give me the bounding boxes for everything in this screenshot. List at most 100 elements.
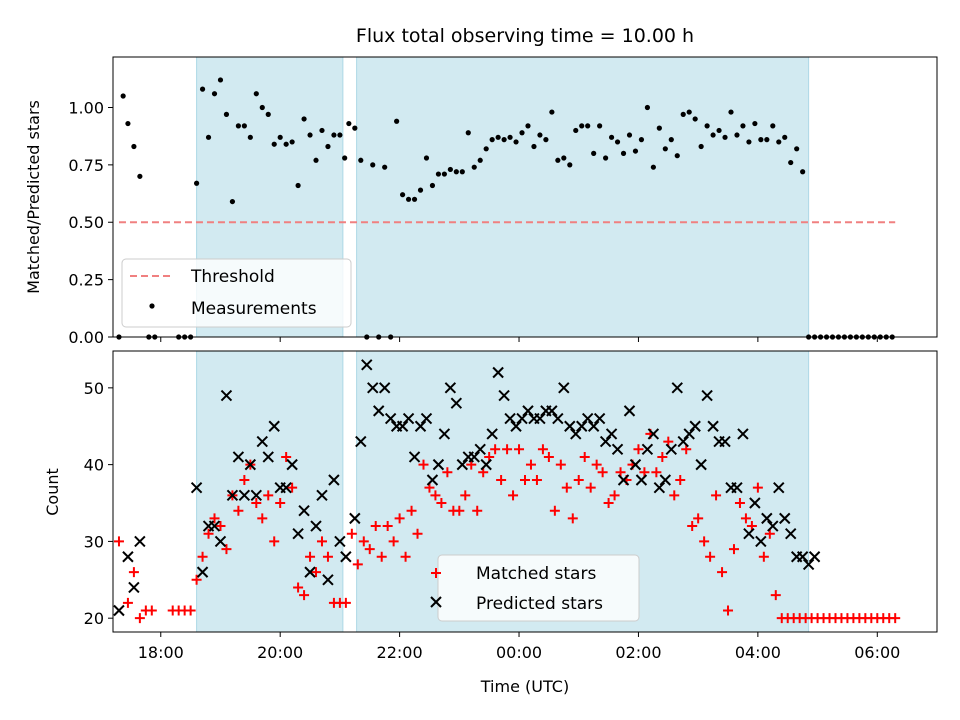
matched-star-point [496,474,507,485]
measurement-point [597,123,603,129]
matched-star-point [669,490,680,501]
ratio-panel: 0.00 0.25 0.50 0.75 1.00 Matched/Predicted s… [24,56,938,347]
matched-star-point [740,513,751,524]
matched-star-point [711,490,722,501]
predicted-star-point [504,412,516,425]
measurement-point [137,173,143,179]
measurement-point [319,127,325,134]
measurement-point [459,169,465,175]
predicted-star-point [480,458,492,471]
matched-star-point [728,544,739,555]
x-tick-label: 04:00 [735,643,781,662]
predicted-star-point [719,435,731,448]
predicted-star-point [593,412,606,425]
ratio-y-tick-label: 0.50 [68,213,104,232]
predicted-star-point [128,581,140,594]
predicted-star-point [802,558,815,571]
count-panel-frame [112,350,938,633]
measurement-point [507,134,513,140]
matched-star-point [191,574,202,585]
matched-star-point [358,536,369,547]
measurement-point [531,143,537,150]
matched-star-point [382,521,393,532]
matched-star-point [675,474,686,485]
count-y-axis-label: Count [43,468,62,516]
measurement-point [632,148,639,154]
predicted-star-point [629,458,642,471]
predicted-star-point [653,481,666,494]
measurement-point [199,86,206,92]
predicted-star-point [250,489,263,502]
count-y-tick-label: 20 [84,609,104,628]
matched-star-point [146,605,157,616]
matched-star-point [603,498,614,509]
predicted-star-point [808,551,821,563]
measurement-point [289,139,295,145]
matched-star-point [657,451,668,462]
predicted-star-point [349,512,361,525]
predicted-star-point [546,405,558,417]
predicted-star-point [298,504,310,517]
matched-star-point [597,467,608,478]
measurement-point [752,120,758,127]
legend-measurements-swatch [149,303,155,309]
predicted-star-point [492,366,504,379]
measurement-point [495,134,501,140]
measurement-point [423,155,430,161]
measurement-point [519,130,525,136]
x-tick-label: 00:00 [496,643,542,662]
matched-star-point [257,513,268,524]
predicted-star-point [122,551,134,563]
predicted-star-point [426,474,439,486]
x-tick-label: 20:00 [257,643,303,662]
count-panel: 20 30 40 50 18:00 20:00 22:00 00:00 02:00 04:00 0… [43,350,938,696]
count-y-tick-label: 50 [84,379,104,398]
measurement-point [429,182,436,189]
x-tick-label: 06:00 [854,643,900,662]
measurement-point [325,143,331,150]
predicted-star-point [268,420,280,432]
measurement-point [235,123,241,129]
predicted-star-point [707,420,719,432]
predicted-star-point [214,535,227,548]
predicted-star-point [396,420,409,432]
measurement-point [734,132,740,138]
matched-star-point [555,459,566,470]
measurement-point [668,137,674,143]
predicted-star-point [605,428,618,440]
legend-predicted-swatch [430,596,442,608]
predicted-star-point [378,382,391,394]
measurement-point [271,141,277,147]
ratio-y-tick-label: 0.00 [68,328,104,347]
matched-star-point [585,482,596,493]
matched-star-point [502,444,513,455]
matched-star-point [454,505,465,516]
predicted-star-point [534,412,546,425]
matched-star-point [299,590,310,601]
measurement-point [193,180,200,186]
matched-star-point [221,544,232,555]
predicted-star-point [635,474,648,486]
predicted-star-point [316,489,328,502]
predicted-star-point [373,405,385,417]
matched-star-point [520,474,530,485]
predicted-star-point [773,481,785,494]
predicted-star-point [355,435,367,448]
predicted-star-point [432,458,445,471]
matched-star-point [287,482,298,493]
predicted-star-point [414,420,427,432]
measurement-point [352,125,358,131]
predicted-star-point [256,435,268,448]
measurement-point [265,111,271,117]
measurement-point [638,137,645,143]
x-tick-label: 02:00 [615,643,661,662]
matched-star-point [233,505,244,516]
predicted-star-point [516,412,528,425]
matched-star-point [293,582,304,593]
measurement-point [650,164,656,170]
legend-predicted-label: Predicted stars [476,594,603,614]
measurement-point [800,169,806,175]
x-axis-label: Time (UTC) [480,677,569,696]
matched-star-point [514,444,525,455]
matched-star-point [352,559,363,570]
